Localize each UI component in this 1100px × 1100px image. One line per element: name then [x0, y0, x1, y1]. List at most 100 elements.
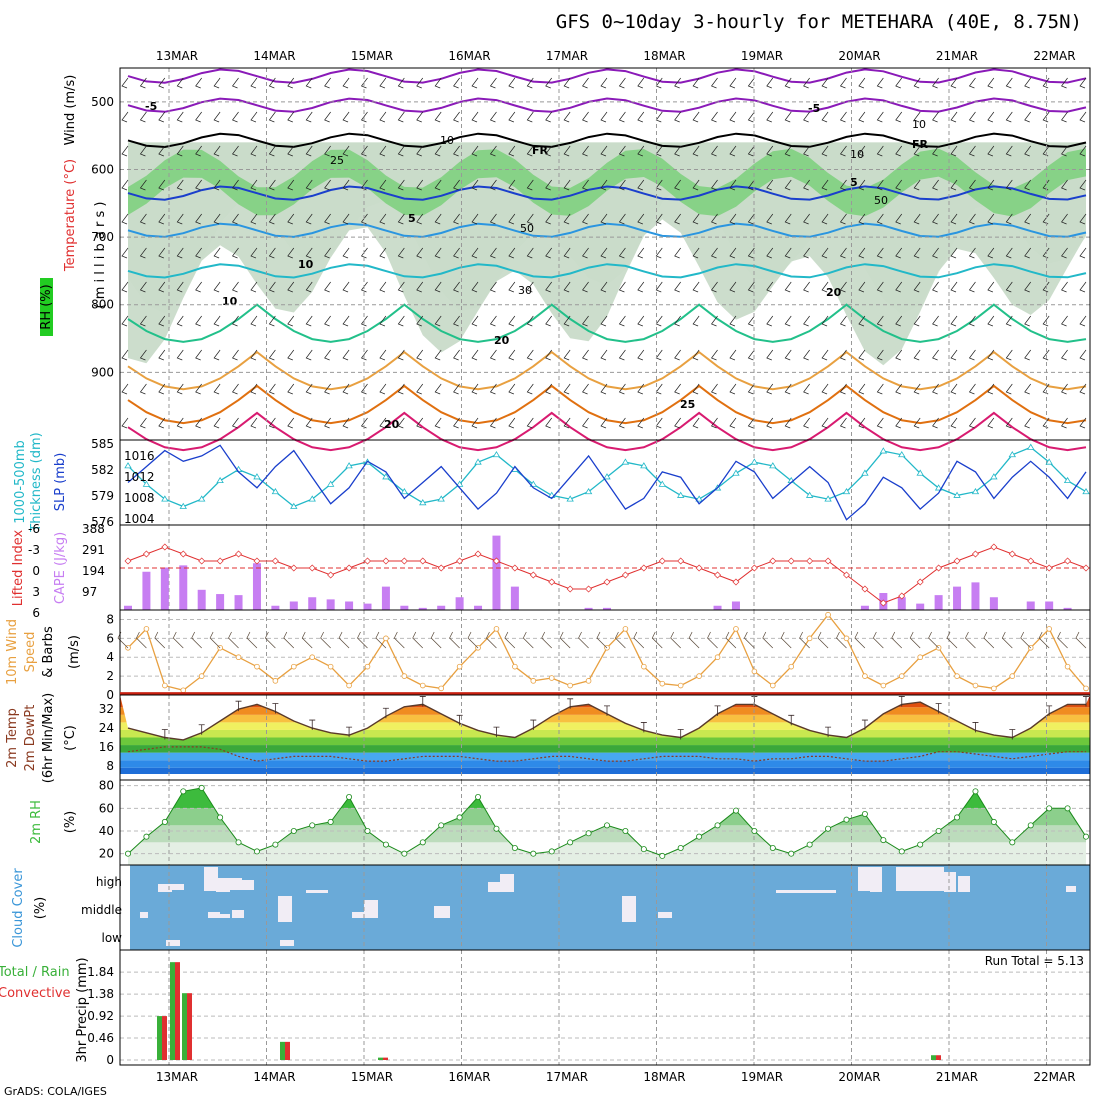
rh2m-axis-label: 2m RH — [29, 800, 44, 844]
wind-barb — [342, 349, 350, 361]
wind-barb — [637, 349, 645, 361]
wind-barb — [618, 349, 626, 361]
wind-barb — [674, 417, 681, 429]
wind-barb — [710, 179, 718, 191]
wind-barb — [508, 281, 516, 293]
wind-barb — [913, 111, 921, 123]
wind-barb — [674, 77, 681, 89]
cape-bar — [252, 563, 261, 610]
wind-tick-label: 2 — [106, 669, 114, 683]
wind-barb — [968, 145, 976, 157]
temperature-color-band — [120, 729, 1090, 738]
wind-barb — [913, 349, 921, 361]
wind-barb — [858, 247, 866, 259]
wind-barb — [471, 77, 479, 89]
wind-barb — [729, 247, 737, 259]
cape-bar — [953, 586, 962, 610]
surface-wind-barb — [486, 631, 497, 649]
wind-barb — [342, 179, 350, 191]
cape-tick-label: 97 — [82, 585, 97, 599]
thickness-series-point — [750, 458, 759, 465]
wind-barb — [563, 77, 571, 89]
wind-barb — [342, 77, 350, 89]
wind-barb — [360, 145, 368, 157]
wind-barb — [158, 77, 166, 89]
cloud-block — [870, 878, 882, 892]
thickness-series-point — [253, 473, 261, 480]
min-max-bar — [861, 719, 868, 731]
date-label-bottom: 15MAR — [351, 1070, 393, 1084]
cape-bar — [916, 603, 925, 610]
wind-barb — [637, 213, 645, 225]
wind-barb — [121, 77, 129, 89]
wind-barb — [600, 315, 608, 327]
wind-barb — [876, 417, 884, 429]
wind-barb — [876, 315, 884, 327]
wind-barb — [489, 77, 497, 89]
wind-barb — [139, 315, 147, 327]
wind-barb — [379, 111, 387, 123]
pressure-tick-label: 700 — [91, 230, 114, 244]
wind-barb — [453, 77, 460, 89]
panel-frame — [119, 949, 1091, 1066]
cloud-block — [240, 880, 254, 890]
wind-barb — [416, 383, 424, 395]
wind-barb — [821, 179, 829, 191]
wind-barb — [1079, 111, 1087, 123]
wind-barb — [618, 281, 626, 293]
rh-point — [769, 845, 776, 852]
rh-point — [990, 818, 997, 825]
wind-barb — [324, 213, 331, 225]
wind-barb — [213, 315, 221, 327]
rh-point — [659, 852, 666, 859]
wind-barb — [416, 281, 424, 293]
wind-barb — [839, 179, 847, 191]
temp-axis-label-1: 2m Temp — [5, 708, 20, 768]
wind-barb — [416, 213, 424, 225]
precip-convective-bar — [175, 962, 180, 1060]
thickness-series-point — [326, 480, 335, 487]
wind-barb — [729, 383, 737, 395]
temp-unit-label: (°C) — [63, 725, 78, 751]
wind-barb — [858, 281, 866, 293]
cloud-block — [140, 912, 148, 918]
wind-barb — [766, 349, 774, 361]
wind-barb — [231, 315, 239, 327]
wind-barb — [1005, 179, 1013, 191]
rh-2m-panel: 80 60 40 20 2m RH (%) — [29, 779, 1091, 866]
contour-label: 10 — [912, 118, 926, 131]
wind-barb — [526, 383, 534, 395]
min-max-bar — [309, 719, 316, 731]
wind-barb — [895, 145, 903, 157]
lifted-index-point — [492, 557, 500, 565]
wind-barb — [139, 281, 147, 293]
wind-barb — [397, 145, 405, 157]
wind-barb — [821, 383, 829, 395]
wind-barb — [618, 179, 626, 191]
wind-barb — [471, 383, 479, 395]
date-label-top: 19MAR — [741, 49, 783, 63]
wind-barb — [710, 247, 718, 259]
pressure-tick-label: 500 — [91, 95, 114, 109]
cape-bar — [713, 605, 722, 610]
rh-point — [548, 848, 555, 855]
wind-barb — [637, 247, 645, 259]
cloud-block — [158, 884, 172, 892]
wind-speed-series-point — [383, 635, 389, 642]
lifted-index-axis-label: Lifted Index — [11, 529, 26, 606]
lifted-index-point — [142, 550, 150, 558]
contour-label: -5 — [145, 100, 157, 113]
wind-barb — [747, 213, 755, 225]
wind-barb — [563, 145, 571, 157]
thickness-series-point — [345, 462, 353, 469]
lifted-index-point — [843, 571, 850, 579]
wind-barb — [176, 77, 184, 89]
wind-barb — [397, 315, 405, 327]
wind-barb — [250, 417, 258, 429]
wind-barb — [231, 417, 239, 429]
lifted-index-point — [124, 557, 132, 565]
wind-barb — [158, 417, 166, 429]
upper-air-panel: -5 -5 FR FR 5 5 10 10 20 20 20 25 25 10 10 50 50 30 10 500 6… — [39, 67, 1091, 452]
wind-barb — [379, 417, 387, 429]
surface-wind-barb — [762, 631, 774, 649]
